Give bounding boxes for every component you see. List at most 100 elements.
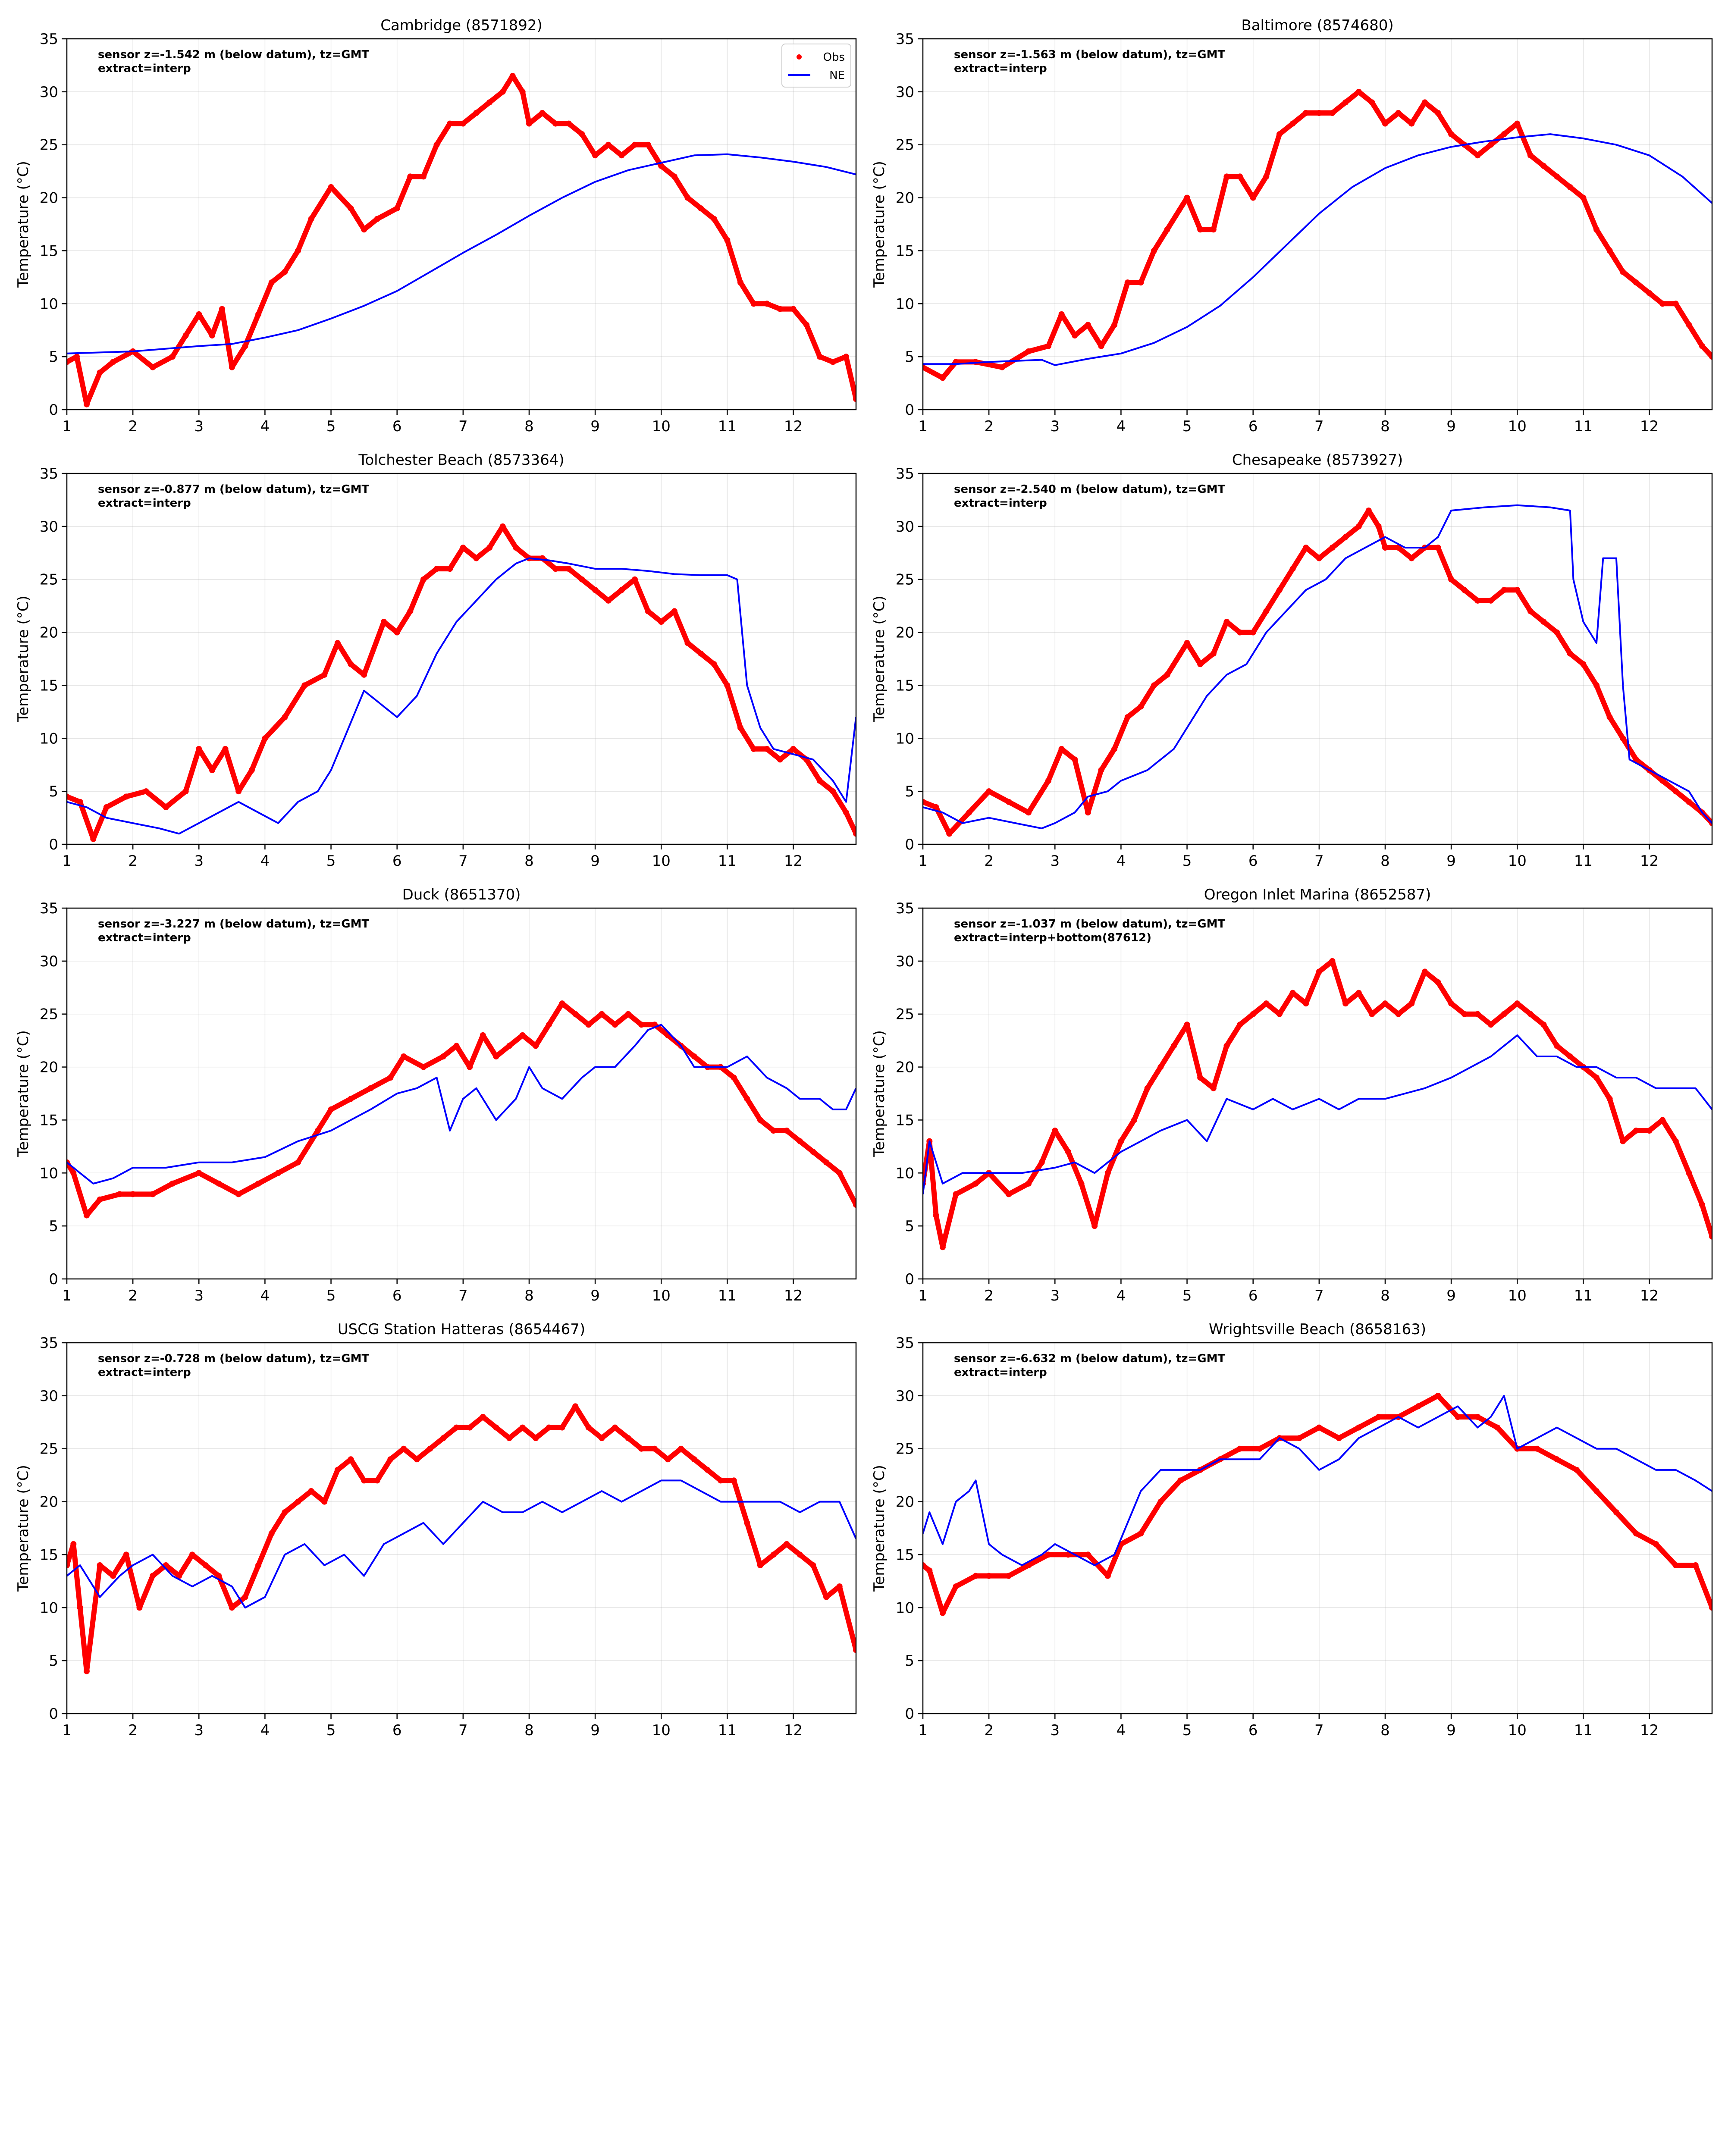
legend-label: Obs: [823, 51, 845, 64]
annotation-line: sensor z=-6.632 m (below datum), tz=GMT: [954, 1352, 1226, 1365]
y-tick-label: 30: [896, 953, 914, 970]
y-tick-label: 10: [40, 1599, 58, 1617]
obs-point: [1474, 1414, 1481, 1420]
obs-point: [605, 597, 612, 604]
obs-point: [1237, 629, 1243, 636]
x-tick-label: 2: [128, 418, 138, 435]
obs-point: [509, 73, 516, 79]
obs-point: [1709, 1604, 1712, 1611]
y-tick-label: 15: [40, 1546, 58, 1564]
obs-point: [764, 301, 770, 307]
obs-point: [301, 682, 308, 689]
obs-point: [1316, 1424, 1322, 1431]
y-tick-label: 25: [896, 571, 914, 589]
obs-point: [433, 141, 440, 148]
obs-point: [645, 608, 651, 614]
y-tick-label: 15: [896, 1112, 914, 1129]
panel-8: 1 2 3 4 5 6 7 8 9 10 11 1205101520253035Temperature…: [871, 1321, 1713, 1739]
obs-point: [427, 1445, 433, 1452]
obs-point: [1355, 523, 1362, 530]
obs-point: [480, 1414, 486, 1420]
obs-point: [526, 120, 532, 127]
y-tick-label: 35: [896, 31, 914, 48]
obs-point: [784, 1541, 790, 1547]
obs-point: [1415, 1403, 1421, 1410]
obs-point: [684, 640, 691, 646]
obs-point: [1124, 714, 1131, 721]
obs-point: [1329, 958, 1336, 964]
obs-point: [1124, 279, 1131, 286]
obs-point: [750, 301, 757, 307]
obs-point: [599, 1435, 605, 1442]
obs-point: [1514, 120, 1521, 127]
obs-point: [1151, 248, 1157, 254]
obs-point: [658, 619, 665, 625]
panel-2: 1 2 3 4 5 6 7 8 9 10 11 1205101520253035Temperature…: [871, 17, 1713, 435]
y-axis-label: Temperature (°C): [871, 1465, 888, 1592]
obs-point: [130, 1191, 136, 1197]
obs-point: [70, 1541, 77, 1547]
obs-point: [460, 545, 466, 551]
obs-point: [830, 788, 836, 795]
plot-area: [923, 908, 1712, 1279]
obs-point: [1223, 1043, 1230, 1049]
y-tick-label: 5: [49, 348, 58, 366]
obs-point: [374, 1477, 380, 1484]
obs-point: [638, 1445, 645, 1452]
obs-point: [552, 566, 559, 572]
obs-point: [1606, 714, 1613, 721]
obs-point: [110, 359, 116, 365]
obs-point: [972, 1573, 979, 1579]
obs-point: [1554, 1043, 1560, 1049]
obs-point: [321, 671, 328, 678]
obs-point: [1276, 587, 1283, 593]
x-tick-label: 11: [718, 1722, 737, 1739]
obs-point: [1435, 979, 1441, 985]
obs-point: [70, 1170, 77, 1176]
obs-point: [97, 1562, 103, 1568]
y-axis-label: Temperature (°C): [871, 1030, 888, 1157]
annotation-line: extract=interp: [954, 1366, 1047, 1379]
x-tick-label: 5: [1182, 1287, 1192, 1304]
obs-point: [1672, 788, 1679, 795]
obs-point: [182, 788, 189, 795]
obs-point: [1065, 1149, 1071, 1155]
obs-point: [843, 354, 850, 360]
obs-point: [592, 152, 599, 159]
obs-point: [123, 1551, 129, 1558]
obs-point: [757, 1562, 763, 1568]
obs-point: [1421, 968, 1428, 975]
x-tick-label: 8: [524, 418, 534, 435]
y-tick-label: 35: [896, 465, 914, 483]
obs-point: [1461, 587, 1468, 593]
plot-area: [67, 39, 856, 410]
obs-point: [321, 1498, 328, 1505]
obs-point: [282, 714, 288, 721]
x-tick-label: 9: [590, 852, 600, 870]
x-tick-label: 6: [1248, 1722, 1258, 1739]
obs-point: [67, 793, 70, 800]
obs-point: [1316, 555, 1322, 561]
x-tick-label: 8: [524, 852, 534, 870]
obs-point: [295, 1498, 301, 1505]
obs-point: [1144, 1085, 1151, 1091]
obs-point: [1118, 1138, 1124, 1144]
obs-point: [926, 1567, 933, 1574]
x-tick-label: 1: [62, 852, 72, 870]
annotation-line: sensor z=-0.877 m (below datum), tz=GMT: [98, 483, 370, 496]
obs-point: [1210, 226, 1217, 233]
obs-point: [222, 746, 229, 752]
obs-point: [282, 269, 288, 275]
obs-point: [1395, 1011, 1402, 1017]
obs-point: [853, 396, 856, 402]
series-ne-line: [67, 557, 856, 835]
x-tick-label: 11: [1574, 1722, 1593, 1739]
annotation-line: extract=interp: [954, 497, 1047, 510]
x-tick-label: 2: [128, 1287, 138, 1304]
x-tick-label: 4: [1117, 1287, 1126, 1304]
obs-point: [1237, 1445, 1243, 1452]
y-tick-label: 25: [40, 137, 58, 154]
x-tick-label: 3: [194, 1722, 204, 1739]
x-tick-label: 6: [392, 852, 402, 870]
y-tick-label: 0: [49, 1271, 58, 1288]
